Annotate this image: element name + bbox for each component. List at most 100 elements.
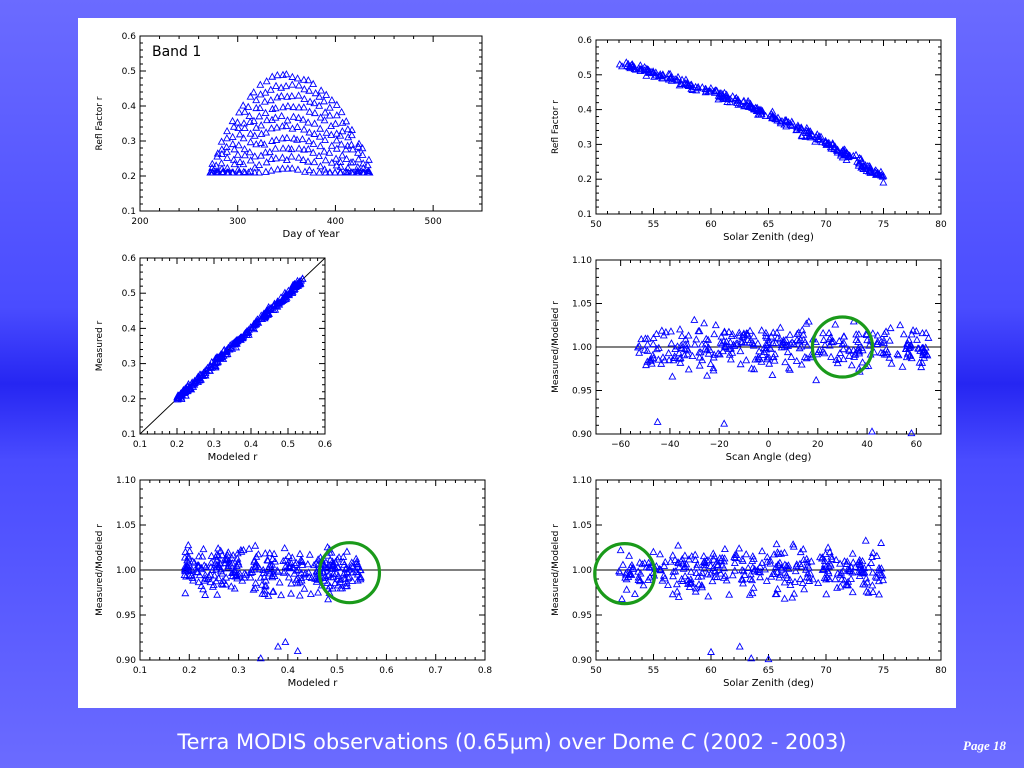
data-point	[249, 585, 258, 593]
data-point	[267, 124, 276, 132]
data-point	[832, 555, 841, 563]
data-point	[847, 361, 856, 369]
x-tick-label: 60	[911, 440, 923, 450]
data-point	[770, 550, 779, 558]
data-point	[763, 353, 772, 361]
data-point	[223, 126, 232, 135]
data-point	[273, 566, 282, 574]
data-point	[304, 118, 313, 126]
data-point	[245, 544, 254, 552]
data-point	[261, 582, 270, 590]
data-point	[271, 104, 280, 112]
data-point	[772, 114, 781, 123]
data-point	[267, 166, 276, 174]
y-tick-label: 1.05	[572, 521, 592, 531]
data-point	[358, 150, 367, 158]
data-point	[245, 111, 254, 120]
y-tick-label: 1.05	[116, 521, 136, 531]
data-point	[218, 551, 227, 559]
data-point	[306, 97, 315, 105]
data-point	[208, 159, 217, 167]
data-point	[304, 157, 312, 165]
data-point	[725, 590, 734, 598]
x-tick-label: 0.3	[231, 666, 245, 676]
data-point	[181, 385, 190, 393]
data-point	[255, 112, 264, 120]
data-point	[787, 121, 796, 129]
data-point	[257, 129, 266, 137]
data-point	[281, 562, 290, 570]
data-point	[902, 344, 911, 352]
data-point	[914, 344, 922, 352]
data-point	[818, 347, 827, 355]
data-point	[758, 546, 767, 555]
data-point	[321, 108, 330, 116]
data-point	[656, 565, 665, 573]
y-axis-label: Measured r	[95, 320, 105, 371]
data-point	[681, 562, 690, 570]
data-point	[643, 340, 652, 348]
data-point	[818, 554, 826, 562]
data-point	[748, 556, 757, 564]
data-point	[332, 129, 341, 137]
data-point	[886, 323, 895, 332]
data-point	[193, 568, 202, 576]
data-point	[224, 548, 233, 556]
data-point	[294, 81, 303, 89]
data-point	[673, 342, 682, 350]
data-point	[288, 553, 297, 561]
data-point	[840, 557, 849, 565]
data-point	[868, 329, 877, 337]
data-point	[332, 154, 341, 162]
y-tick-label: 0.95	[572, 611, 592, 621]
chart-day-of-year: 200 300 400 500 0.1 0.2 0.3 0.4 0.5 0.6 Day of Yea…	[95, 32, 483, 240]
data-point	[217, 137, 226, 145]
data-point	[876, 348, 885, 356]
data-point	[695, 353, 704, 361]
data-point	[273, 165, 282, 173]
data-point	[250, 565, 259, 573]
data-point	[714, 95, 723, 103]
data-point	[687, 567, 696, 575]
data-point	[261, 108, 270, 116]
data-point	[690, 315, 699, 323]
data-point	[249, 116, 258, 124]
data-point	[710, 329, 719, 338]
data-point	[849, 345, 858, 354]
x-tick-label: 0.3	[207, 440, 221, 450]
data-point	[234, 141, 243, 149]
data-point	[287, 589, 296, 597]
data-point	[636, 569, 645, 577]
data-point	[256, 573, 265, 581]
x-tick-label: 20	[812, 440, 824, 450]
data-point	[639, 581, 648, 589]
data-point	[294, 91, 303, 99]
data-point	[855, 560, 864, 568]
data-point	[649, 339, 658, 348]
data-point	[320, 147, 329, 155]
data-point	[877, 337, 886, 345]
y-tick-label: 0.4	[122, 324, 137, 334]
data-point	[234, 335, 243, 343]
data-point	[852, 335, 861, 343]
data-point	[358, 144, 367, 152]
data-point	[261, 148, 270, 156]
data-point	[180, 565, 189, 573]
data-point	[807, 557, 816, 565]
data-point	[294, 565, 303, 573]
data-point	[800, 585, 809, 593]
data-point	[644, 65, 653, 73]
outlier-point	[747, 654, 756, 662]
data-point	[272, 123, 281, 131]
data-point	[636, 65, 645, 73]
data-point	[258, 580, 266, 588]
y-tick-label: 0.5	[122, 289, 136, 299]
data-point	[288, 124, 297, 132]
data-point	[786, 575, 794, 584]
data-point	[208, 163, 217, 171]
data-point	[246, 138, 255, 146]
data-point	[789, 542, 798, 550]
data-point	[355, 139, 363, 147]
data-point	[269, 305, 278, 313]
data-point	[677, 343, 686, 352]
